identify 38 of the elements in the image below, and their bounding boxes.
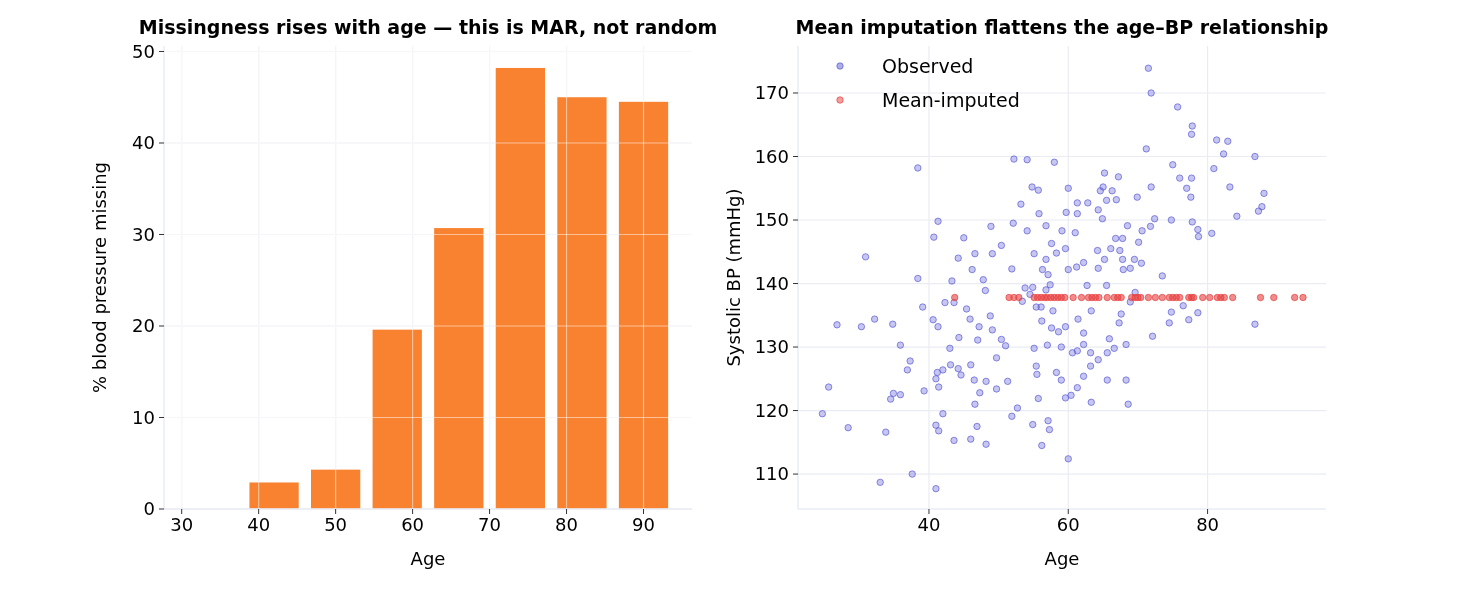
x-tick-label: 80 — [555, 514, 578, 535]
x-axis-title: Age — [410, 548, 446, 569]
x-tick-label: 70 — [478, 514, 502, 535]
y-tick-label: 30 — [132, 223, 155, 245]
x-axis-title: Age — [1044, 548, 1080, 569]
y-tick-label: 20 — [132, 315, 155, 337]
chart-title: Missingness rises with age — this is MAR, not random — [138, 16, 718, 38]
y-tick-label: 140 — [754, 272, 789, 294]
y-tick-label: 170 — [754, 82, 789, 104]
x-tick-label: 80 — [1196, 514, 1220, 535]
y-tick-label: 50 — [132, 40, 155, 62]
y-axis-title: % blood pressure missing — [89, 161, 110, 394]
bar — [434, 228, 484, 509]
y-tick-label: 10 — [132, 406, 155, 428]
y-tick-label: 0 — [143, 498, 155, 520]
x-tick-label: 50 — [324, 514, 348, 535]
y-tick-label: 130 — [754, 336, 789, 358]
x-tick-label: 40 — [247, 514, 271, 535]
bar — [557, 97, 607, 509]
y-tick-label: 150 — [754, 209, 789, 231]
y-tick-label: 110 — [754, 463, 789, 485]
bar — [311, 469, 361, 509]
x-tick-label: 60 — [401, 514, 425, 535]
y-tick-label: 40 — [132, 132, 155, 154]
x-tick-label: 60 — [1056, 514, 1080, 535]
x-tick-label: 90 — [632, 514, 655, 535]
y-tick-label: 120 — [754, 399, 789, 421]
chart-title: Mean imputation flattens the age–BP relationship — [795, 16, 1329, 38]
y-tick-label: 160 — [754, 145, 789, 167]
legend-label: Observed — [882, 54, 974, 77]
bar — [372, 329, 422, 509]
bar — [249, 482, 299, 509]
x-tick-label: 40 — [917, 514, 941, 535]
y-axis-title: Systolic BP (mmHg) — [723, 188, 744, 367]
x-tick-label: 30 — [170, 514, 194, 535]
legend-label: Mean-imputed — [882, 88, 1020, 111]
bar — [495, 67, 545, 509]
bar — [618, 101, 669, 509]
